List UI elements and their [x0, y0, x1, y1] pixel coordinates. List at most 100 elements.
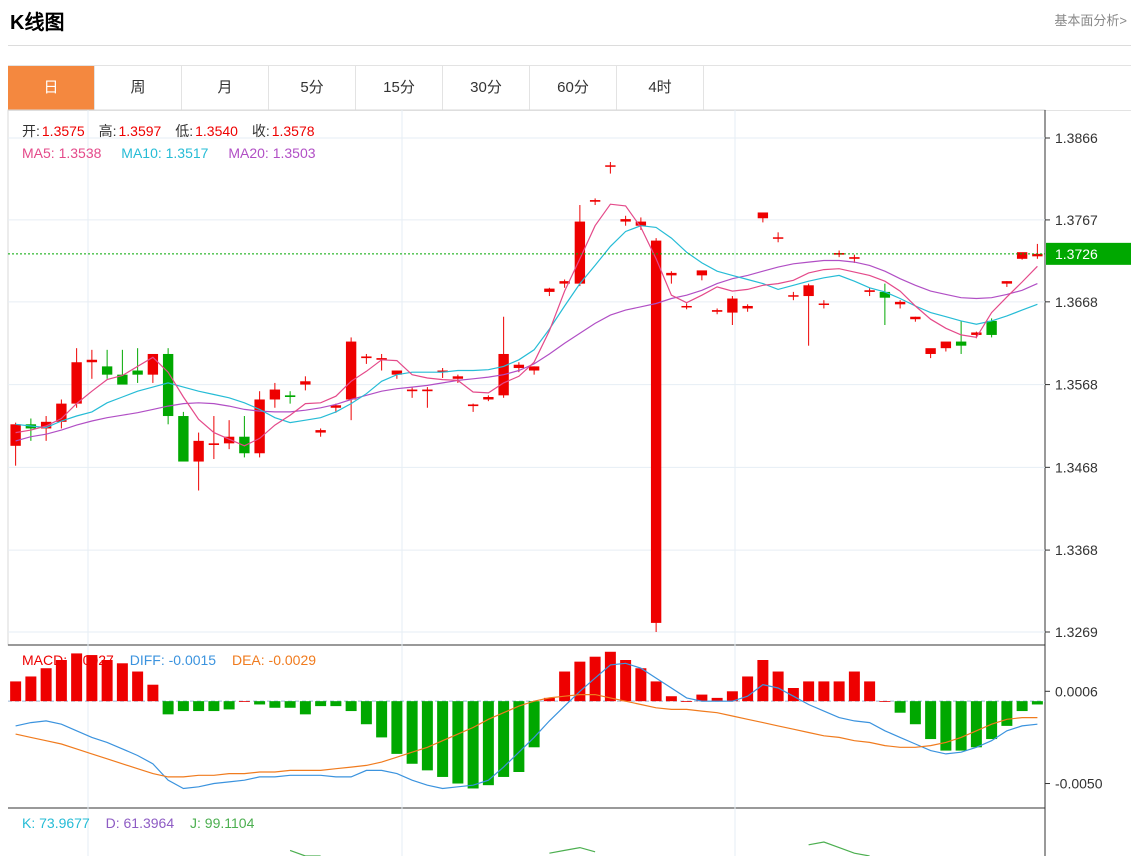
- macd-bar: [421, 701, 433, 771]
- macd-bar: [330, 701, 342, 707]
- candle: [162, 348, 174, 425]
- macd-bar: [437, 701, 449, 777]
- macd-bar: [193, 701, 205, 712]
- candle-body: [86, 359, 98, 363]
- candle-body: [345, 341, 357, 400]
- macd-bar: [620, 660, 632, 702]
- candle-body: [391, 370, 403, 375]
- candle: [910, 316, 921, 322]
- macd-bar: [589, 656, 601, 702]
- candle: [132, 348, 143, 383]
- tab-week[interactable]: 周: [95, 66, 182, 110]
- macd-bar: [254, 701, 266, 705]
- macd-bar: [391, 701, 403, 754]
- candle: [452, 374, 464, 383]
- tab-month[interactable]: 月: [182, 66, 269, 110]
- macd-bar: [940, 701, 952, 751]
- macd-bar: [55, 660, 67, 702]
- macd-bar: [528, 701, 540, 748]
- macd-bar: [681, 701, 693, 702]
- candle: [376, 353, 387, 371]
- candle-body: [574, 221, 586, 284]
- ma5-line: [15, 203, 1038, 447]
- fundamental-analysis-link[interactable]: 基本面分析>: [1054, 13, 1127, 28]
- tab-30min[interactable]: 30分: [443, 66, 530, 110]
- macd-bar: [650, 681, 662, 702]
- tab-5min[interactable]: 5分: [269, 66, 356, 110]
- candle: [544, 287, 555, 297]
- candle-body: [620, 219, 631, 222]
- price-tick-label: 1.3866: [1055, 130, 1098, 146]
- macd-bar: [665, 696, 677, 702]
- macd-bar: [1016, 701, 1028, 712]
- macd-bar: [269, 701, 281, 708]
- macd-bar: [223, 701, 235, 710]
- candle-body: [696, 270, 708, 276]
- macd-bar: [955, 701, 967, 751]
- macd-bar: [238, 701, 250, 702]
- candle-body: [422, 389, 433, 392]
- macd-bar: [452, 701, 464, 784]
- tab-4hour[interactable]: 4时: [617, 66, 704, 110]
- candle-body: [986, 320, 997, 335]
- dea-legend-value: DEA: -0.0029: [231, 652, 317, 668]
- macd-bar: [711, 697, 723, 702]
- candle: [330, 403, 342, 413]
- macd-bar: [1031, 701, 1043, 705]
- diff-legend-value: DIFF: -0.0015: [129, 652, 217, 668]
- candle: [208, 416, 220, 460]
- kdj-legend: K: 73.9677 D: 61.3964 J: 99.1104: [22, 815, 256, 831]
- candle: [879, 283, 891, 326]
- candle-body: [544, 288, 555, 292]
- candle-body: [361, 356, 372, 359]
- candle-body: [605, 165, 616, 167]
- macd-bar: [40, 668, 52, 702]
- candle-body: [559, 281, 570, 284]
- macd-bar: [696, 694, 708, 702]
- candle: [528, 366, 540, 375]
- macd-legend: MACD: 0.0027 DIFF: -0.0015 DEA: -0.0029: [22, 652, 318, 668]
- tab-day[interactable]: 日: [8, 66, 95, 110]
- candle: [269, 382, 281, 408]
- kdj-j-line: [808, 841, 870, 856]
- open-label: 开:: [22, 123, 40, 139]
- price-tick-label: 1.3668: [1055, 294, 1098, 310]
- candle-body: [101, 366, 113, 375]
- macd-bar: [25, 676, 37, 702]
- candle-body: [650, 240, 662, 623]
- tab-60min[interactable]: 60分: [530, 66, 617, 110]
- candle: [742, 304, 753, 312]
- candle-body: [971, 332, 982, 335]
- candle-body: [711, 310, 723, 312]
- candle-body: [513, 364, 525, 369]
- candle-body: [894, 301, 906, 305]
- tab-15min[interactable]: 15分: [356, 66, 443, 110]
- candle-body: [940, 341, 952, 349]
- candle: [101, 349, 113, 379]
- macd-bar: [498, 701, 510, 777]
- candle-body: [117, 374, 128, 385]
- candle: [147, 353, 159, 383]
- candle: [803, 283, 814, 346]
- candle-body: [727, 298, 738, 313]
- low-label: 低:: [175, 123, 194, 139]
- macd-bar: [162, 701, 174, 715]
- candle-body: [589, 200, 601, 202]
- macd-bar: [1001, 701, 1013, 726]
- candle-body: [818, 303, 830, 305]
- candle: [788, 291, 799, 301]
- candle: [40, 416, 52, 441]
- macd-bar: [879, 701, 891, 702]
- macd-bar: [604, 651, 616, 702]
- candle-body: [269, 389, 281, 400]
- candle-body: [437, 370, 448, 373]
- macd-bar: [467, 701, 479, 789]
- candle-body: [132, 370, 143, 375]
- macd-bar: [803, 681, 815, 702]
- candle-body: [1016, 252, 1028, 259]
- candle-body: [681, 305, 692, 308]
- candle: [620, 215, 631, 226]
- candle-body: [1001, 281, 1013, 284]
- candle-body: [635, 221, 647, 226]
